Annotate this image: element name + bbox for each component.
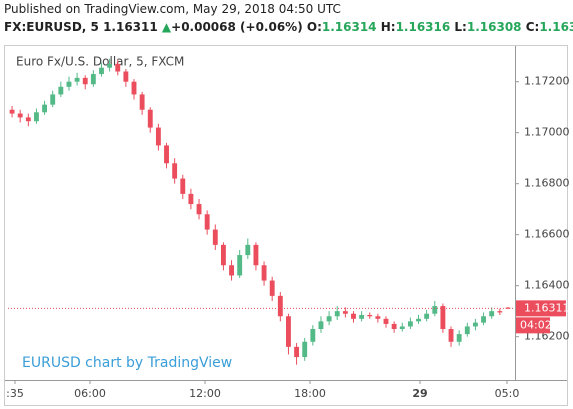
c: 1.16311 bbox=[539, 20, 573, 34]
price-tag bbox=[516, 300, 566, 317]
arrow: ▲ bbox=[161, 20, 172, 34]
price-tag-label: 1.16311 bbox=[524, 301, 570, 314]
candle-body bbox=[448, 329, 454, 342]
x-tick-label: 05:0 bbox=[495, 387, 520, 400]
candle-body bbox=[220, 244, 226, 266]
candle-body bbox=[277, 295, 283, 317]
candle-body bbox=[375, 316, 381, 319]
candle-body bbox=[367, 314, 373, 317]
y-tick-label: 1.17200 bbox=[524, 75, 570, 88]
candle-body bbox=[147, 109, 153, 128]
candle-body bbox=[115, 63, 121, 72]
candle-body bbox=[237, 255, 243, 276]
candle-body bbox=[302, 341, 308, 358]
candle-body bbox=[424, 313, 430, 319]
candle-body bbox=[399, 326, 405, 330]
candle-body bbox=[359, 314, 365, 319]
o-label: O: bbox=[306, 20, 322, 34]
candle-body bbox=[407, 321, 413, 327]
candle-body bbox=[326, 316, 332, 322]
candle-body bbox=[90, 74, 96, 85]
candle-body bbox=[269, 280, 275, 296]
countdown-label: 04:02 bbox=[520, 318, 552, 331]
y-tick-label: 1.16800 bbox=[524, 177, 570, 190]
candle-body bbox=[107, 63, 113, 68]
chart-title: Euro Fx/U.S. Dollar, 5, FXCM bbox=[16, 55, 184, 69]
candle-body bbox=[261, 265, 267, 281]
candle-body bbox=[318, 321, 324, 330]
candle-body bbox=[456, 334, 462, 342]
candle-body bbox=[212, 229, 218, 245]
candle-body bbox=[17, 113, 23, 118]
candle-body bbox=[416, 318, 421, 322]
candle-body bbox=[505, 307, 511, 309]
candle-body bbox=[253, 244, 259, 266]
x-tick-label: 06:00 bbox=[74, 387, 106, 400]
candle-body bbox=[139, 94, 145, 110]
candle-body bbox=[383, 318, 389, 324]
candle-body bbox=[204, 214, 210, 230]
candle-body bbox=[9, 109, 15, 114]
candle-body bbox=[34, 112, 39, 122]
candle-body bbox=[245, 244, 251, 256]
frame bbox=[4, 45, 568, 406]
candle-body bbox=[50, 94, 56, 105]
candle-body bbox=[310, 329, 316, 342]
candle-body bbox=[286, 316, 291, 347]
candle-body bbox=[196, 204, 202, 215]
candle-body bbox=[74, 77, 80, 82]
x-tick-label: 29 bbox=[412, 387, 427, 400]
candle-body bbox=[25, 117, 31, 122]
l-label: L: bbox=[454, 20, 467, 34]
o: 1.16314 bbox=[321, 20, 377, 34]
x-tick-label: 12:00 bbox=[189, 387, 221, 400]
h-label: H: bbox=[380, 20, 396, 34]
l: 1.16308 bbox=[466, 20, 522, 34]
h: 1.16316 bbox=[395, 20, 451, 34]
candle-body bbox=[164, 145, 169, 164]
x-tick-label: :35 bbox=[6, 387, 24, 400]
candle-body bbox=[489, 311, 495, 317]
candle-body bbox=[497, 311, 503, 313]
candle-body bbox=[391, 323, 397, 330]
last: 1.16311 bbox=[103, 20, 158, 34]
watermark: EURUSD chart by TradingView bbox=[22, 355, 232, 371]
header: Published on TradingView.com, May 29, 20… bbox=[4, 0, 573, 36]
countdown-tag bbox=[516, 317, 550, 334]
candle-body bbox=[464, 326, 470, 335]
y-tick-label: 1.16400 bbox=[524, 279, 570, 292]
change: +0.00068 (+0.06%) bbox=[171, 20, 303, 34]
candle-body bbox=[342, 311, 348, 314]
candle-body bbox=[155, 127, 161, 146]
candle-body bbox=[123, 71, 129, 82]
published: Published on TradingView.com, May 29, 20… bbox=[4, 2, 341, 16]
y-tick-label: 1.16600 bbox=[524, 228, 570, 241]
candle-body bbox=[131, 81, 137, 95]
candle-body bbox=[440, 306, 446, 330]
candle-body bbox=[481, 316, 486, 323]
c-label: C: bbox=[525, 20, 540, 34]
x-tick-label: 18:00 bbox=[294, 387, 326, 400]
candle-body bbox=[432, 306, 438, 314]
candle-body bbox=[180, 178, 186, 194]
candle-body bbox=[294, 346, 300, 358]
candle-body bbox=[229, 265, 234, 276]
candle-body bbox=[99, 67, 104, 75]
candle-body bbox=[66, 81, 72, 87]
y-tick-label: 1.17000 bbox=[524, 126, 570, 139]
symbol: FX:EURUSD, 5 bbox=[4, 20, 99, 34]
candle-body bbox=[42, 104, 48, 113]
candle-body bbox=[188, 193, 194, 205]
candle-body bbox=[334, 311, 340, 317]
candle-body bbox=[58, 86, 64, 95]
quote-line: FX:EURUSD, 5 1.16311 ▲+0.00068 (+0.06%) … bbox=[4, 18, 573, 36]
candle-body bbox=[82, 77, 88, 85]
candle-body bbox=[172, 163, 178, 179]
candle-body bbox=[351, 313, 356, 319]
candle-body bbox=[472, 322, 478, 327]
